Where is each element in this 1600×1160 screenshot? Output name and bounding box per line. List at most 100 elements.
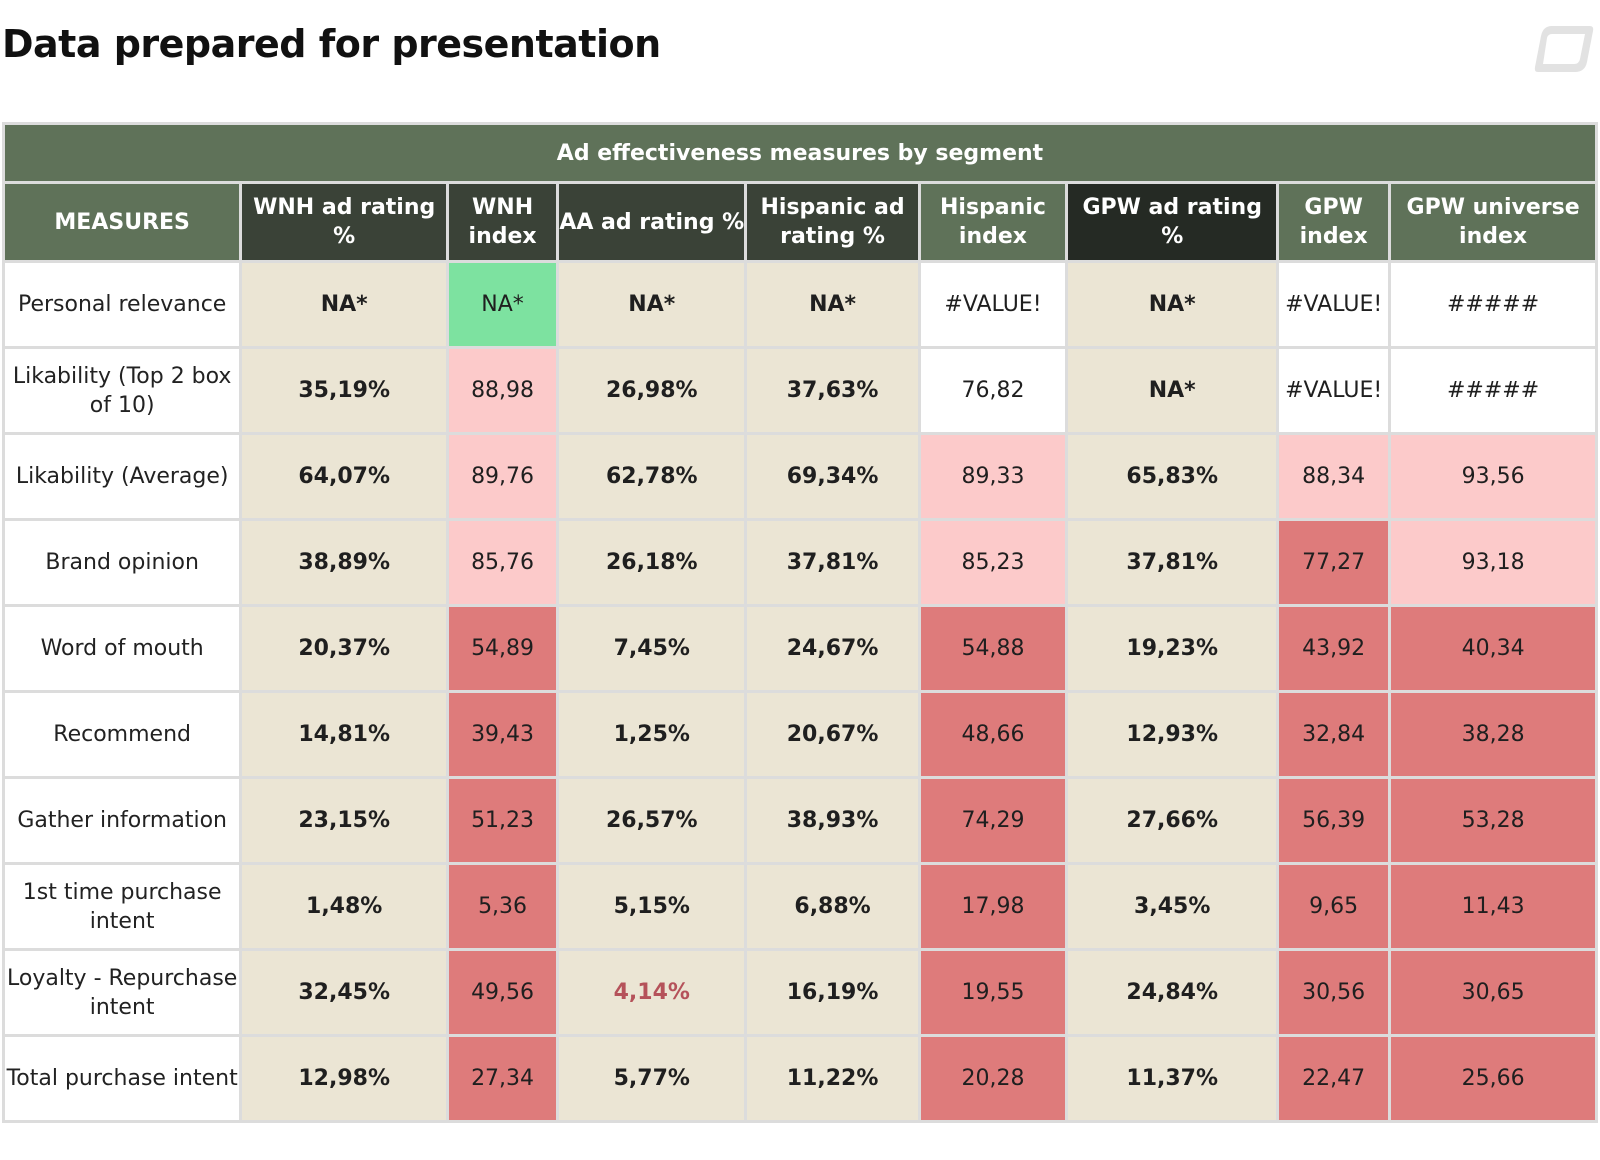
table-cell: 19,55 xyxy=(917,948,1069,1037)
table-cell: 16,19% xyxy=(744,948,921,1037)
column-header-gpw-universe-index: GPW universe index xyxy=(1388,181,1598,263)
column-header-wnh-ad-rating: WNH ad rating % xyxy=(239,181,450,263)
table-cell: #VALUE! xyxy=(917,260,1069,349)
table-row: Gather information 23,15% 51,23 26,57% 38,93… xyxy=(1,776,1598,865)
table-cell: 62,78% xyxy=(556,432,748,521)
table-cell: 5,15% xyxy=(556,862,748,951)
table-cell: 64,07% xyxy=(239,432,450,521)
table-caption: Ad effectiveness measures by segment xyxy=(2,122,1598,184)
row-label: Brand opinion xyxy=(1,518,243,607)
table-cell: 56,39 xyxy=(1276,776,1392,865)
table-cell: 1,25% xyxy=(556,690,748,779)
table-cell: 22,47 xyxy=(1276,1034,1392,1123)
table-cell: 6,88% xyxy=(744,862,921,951)
table-row: 1st time purchase intent 1,48% 5,36 5,15% 6,… xyxy=(1,862,1598,951)
table-cell: 7,45% xyxy=(556,604,748,693)
table-cell: 20,67% xyxy=(744,690,921,779)
table-row: Word of mouth 20,37% 54,89 7,45% 24,67% 54,88… xyxy=(1,604,1598,693)
page-title: Data prepared for presentation xyxy=(2,22,661,66)
column-header-measures: MEASURES xyxy=(1,181,243,263)
row-label: Gather information xyxy=(1,776,243,865)
table-cell: 37,81% xyxy=(1065,518,1280,607)
table-cell: 14,81% xyxy=(239,690,450,779)
table-cell: NA* xyxy=(744,260,921,349)
table-cell: 74,29 xyxy=(917,776,1069,865)
table-cell: 5,36 xyxy=(446,862,560,951)
table-row: Loyalty - Repurchase intent 32,45% 49,56 4,… xyxy=(1,948,1598,1037)
table-cell: 4,14% xyxy=(556,948,748,1037)
table-cell: 11,43 xyxy=(1388,862,1598,951)
table-cell: 53,28 xyxy=(1388,776,1598,865)
row-label: Likability (Average) xyxy=(1,432,243,521)
table-row: Likability (Top 2 box of 10) 35,19% 88,98 2… xyxy=(1,346,1598,435)
table-row: Brand opinion 38,89% 85,76 26,18% 37,81% 85,2… xyxy=(1,518,1598,607)
row-label: Word of mouth xyxy=(1,604,243,693)
table-cell: 54,89 xyxy=(446,604,560,693)
table-cell: NA* xyxy=(556,260,748,349)
table-cell: 12,93% xyxy=(1065,690,1280,779)
table-cell: 88,34 xyxy=(1276,432,1392,521)
table-cell: 85,76 xyxy=(446,518,560,607)
table-cell: 17,98 xyxy=(917,862,1069,951)
column-header-gpw-ad-rating: GPW ad rating % xyxy=(1065,181,1280,263)
table-cell: 1,48% xyxy=(239,862,450,951)
table-cell: 76,82 xyxy=(917,346,1069,435)
table-cell: 38,28 xyxy=(1388,690,1598,779)
table-cell: 11,22% xyxy=(744,1034,921,1123)
table-cell: 37,63% xyxy=(744,346,921,435)
table-cell: 38,93% xyxy=(744,776,921,865)
table-cell: 77,27 xyxy=(1276,518,1392,607)
table-cell: 27,66% xyxy=(1065,776,1280,865)
table-cell: NA* xyxy=(1065,346,1280,435)
table-cell: NA* xyxy=(1065,260,1280,349)
table-cell: 26,18% xyxy=(556,518,748,607)
table-cell: 24,67% xyxy=(744,604,921,693)
table-cell: 88,98 xyxy=(446,346,560,435)
table-cell: 93,18 xyxy=(1388,518,1598,607)
table-cell: 30,56 xyxy=(1276,948,1392,1037)
column-header-row: MEASURES WNH ad rating % WNH index AA ad… xyxy=(1,181,1598,263)
table-row: Likability (Average) 64,07% 89,76 62,78% 69,… xyxy=(1,432,1598,521)
table-cell: 19,23% xyxy=(1065,604,1280,693)
table-cell: 69,34% xyxy=(744,432,921,521)
row-label: Loyalty - Repurchase intent xyxy=(1,948,243,1037)
row-label: Personal relevance xyxy=(1,260,243,349)
table-cell: 9,65 xyxy=(1276,862,1392,951)
table-cell: 11,37% xyxy=(1065,1034,1280,1123)
table-cell: 35,19% xyxy=(239,346,450,435)
table-row: Personal relevance NA* NA* NA* NA* #VALUE! NA*… xyxy=(1,260,1598,349)
table-cell: 12,98% xyxy=(239,1034,450,1123)
table-cell: 26,57% xyxy=(556,776,748,865)
table-cell: 24,84% xyxy=(1065,948,1280,1037)
table-cell: 32,45% xyxy=(239,948,450,1037)
column-header-aa-ad-rating: AA ad rating % xyxy=(556,181,748,263)
column-header-hispanic-ad-rating: Hispanic ad rating % xyxy=(744,181,921,263)
table-cell: 40,34 xyxy=(1388,604,1598,693)
row-label: 1st time purchase intent xyxy=(1,862,243,951)
table-cell: 48,66 xyxy=(917,690,1069,779)
table-cell: 30,65 xyxy=(1388,948,1598,1037)
table-cell: ##### xyxy=(1388,260,1598,349)
column-header-gpw-index: GPW index xyxy=(1276,181,1392,263)
table-cell: 26,98% xyxy=(556,346,748,435)
table-cell: 89,76 xyxy=(446,432,560,521)
table-cell: 51,23 xyxy=(446,776,560,865)
table-cell: 65,83% xyxy=(1065,432,1280,521)
table-cell: 49,56 xyxy=(446,948,560,1037)
row-label: Total purchase intent xyxy=(1,1034,243,1123)
table-cell: 85,23 xyxy=(917,518,1069,607)
table-body: Personal relevance NA* NA* NA* NA* #VALUE! NA*… xyxy=(1,260,1598,1123)
table-cell: ##### xyxy=(1388,346,1598,435)
column-header-wnh-index: WNH index xyxy=(446,181,560,263)
ad-effectiveness-table: Ad effectiveness measures by segment MEA… xyxy=(1,122,1598,1123)
table-row: Total purchase intent 12,98% 27,34 5,77% 11,… xyxy=(1,1034,1598,1123)
table-cell: 39,43 xyxy=(446,690,560,779)
table-cell: #VALUE! xyxy=(1276,346,1392,435)
table-cell: NA* xyxy=(239,260,450,349)
table-cell: NA* xyxy=(446,260,560,349)
table-cell: 3,45% xyxy=(1065,862,1280,951)
row-label: Likability (Top 2 box of 10) xyxy=(1,346,243,435)
brand-logo-icon xyxy=(1534,26,1594,72)
table-row: Recommend 14,81% 39,43 1,25% 20,67% 48,66 12,9… xyxy=(1,690,1598,779)
table-cell: 89,33 xyxy=(917,432,1069,521)
